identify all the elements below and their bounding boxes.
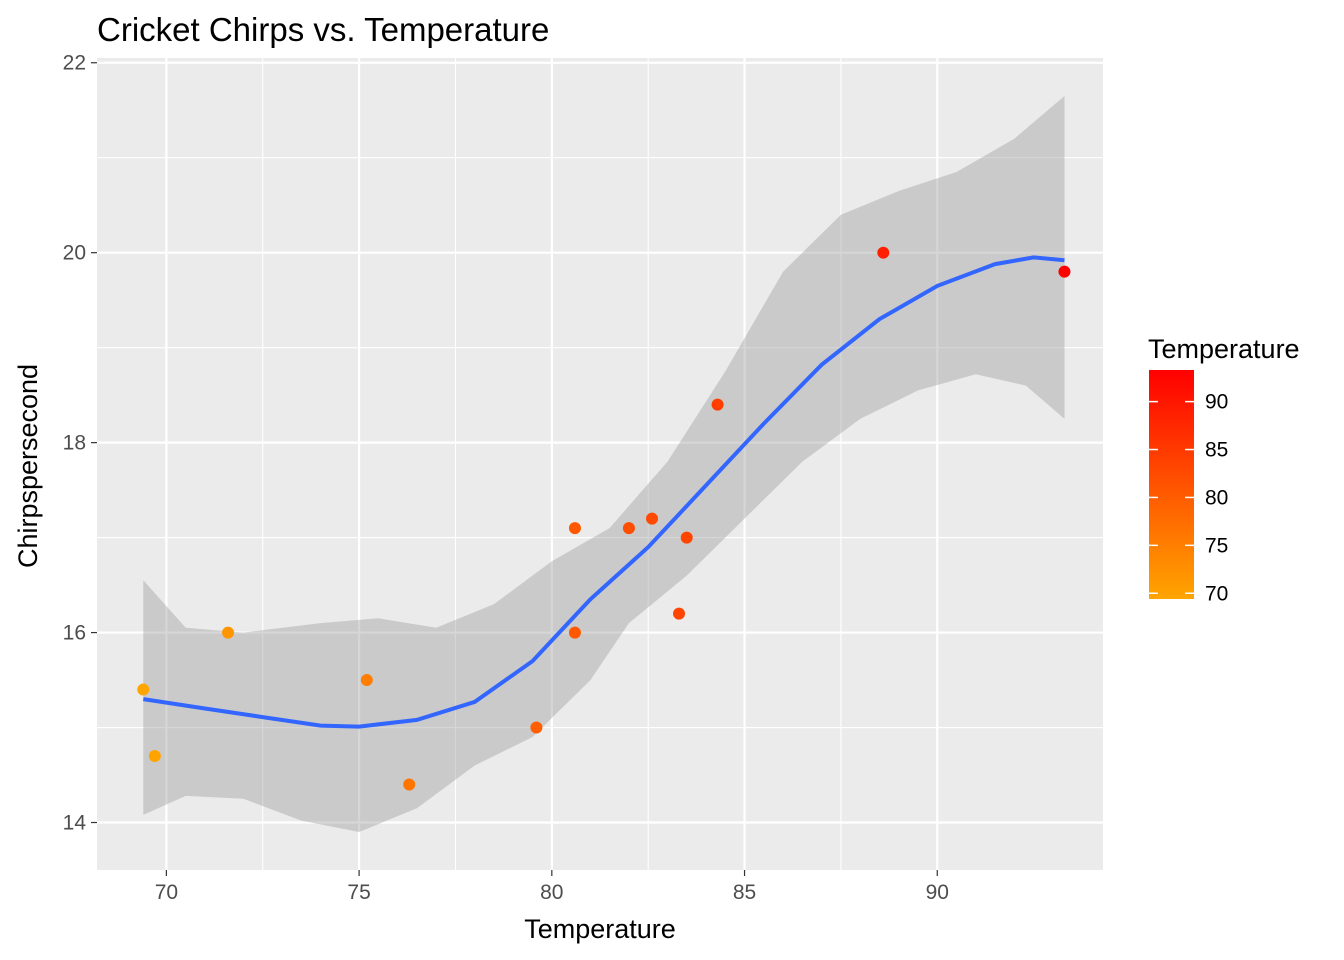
data-point <box>568 522 581 535</box>
legend-label: 80 <box>1205 486 1228 509</box>
plot-panel <box>97 58 1103 870</box>
y-tick-label: 14 <box>63 812 87 835</box>
y-tick-label: 16 <box>63 622 86 645</box>
data-point <box>680 531 693 544</box>
minor-gridlines <box>97 58 1103 870</box>
data-point <box>403 778 416 791</box>
confidence-band <box>143 96 1065 832</box>
data-point <box>646 512 659 525</box>
y-tick-label: 20 <box>63 242 86 265</box>
data-point <box>1058 265 1071 278</box>
data-point <box>568 626 581 639</box>
x-tick-label: 80 <box>540 881 563 904</box>
data-point <box>530 721 543 734</box>
data-point <box>673 607 686 620</box>
data-point <box>877 246 890 259</box>
data-point <box>137 683 150 696</box>
y-axis-title: Chirpspersecond <box>13 364 43 568</box>
legend-label: 70 <box>1205 582 1228 605</box>
legend-colorbar <box>1149 370 1194 599</box>
chart-title: Cricket Chirps vs. Temperature <box>97 11 549 48</box>
legend-ticks: 70 75 80 85 90 <box>1149 391 1228 605</box>
legend-label: 75 <box>1205 534 1228 557</box>
data-point <box>148 750 161 763</box>
y-tick-label: 22 <box>63 52 86 75</box>
data-points <box>137 246 1071 791</box>
data-point <box>222 626 235 639</box>
legend-title: Temperature <box>1148 334 1300 364</box>
x-tick-label: 90 <box>926 881 949 904</box>
x-tick-label: 70 <box>155 881 178 904</box>
x-tick-label: 85 <box>733 881 756 904</box>
major-gridlines <box>97 58 1103 870</box>
y-tick-label: 18 <box>63 432 86 455</box>
legend-label: 90 <box>1205 391 1228 414</box>
x-axis-title: Temperature <box>524 914 676 944</box>
x-axis: 70 75 80 85 90 <box>155 870 949 904</box>
x-tick-label: 75 <box>347 881 370 904</box>
data-point <box>622 522 635 535</box>
smooth-fit-line <box>142 255 1065 729</box>
legend-label: 85 <box>1205 439 1228 462</box>
legend: Temperature 70 75 80 85 90 <box>1148 334 1300 605</box>
data-point <box>711 398 724 411</box>
data-point <box>360 674 373 687</box>
y-axis: 14 16 18 20 22 <box>63 52 97 835</box>
